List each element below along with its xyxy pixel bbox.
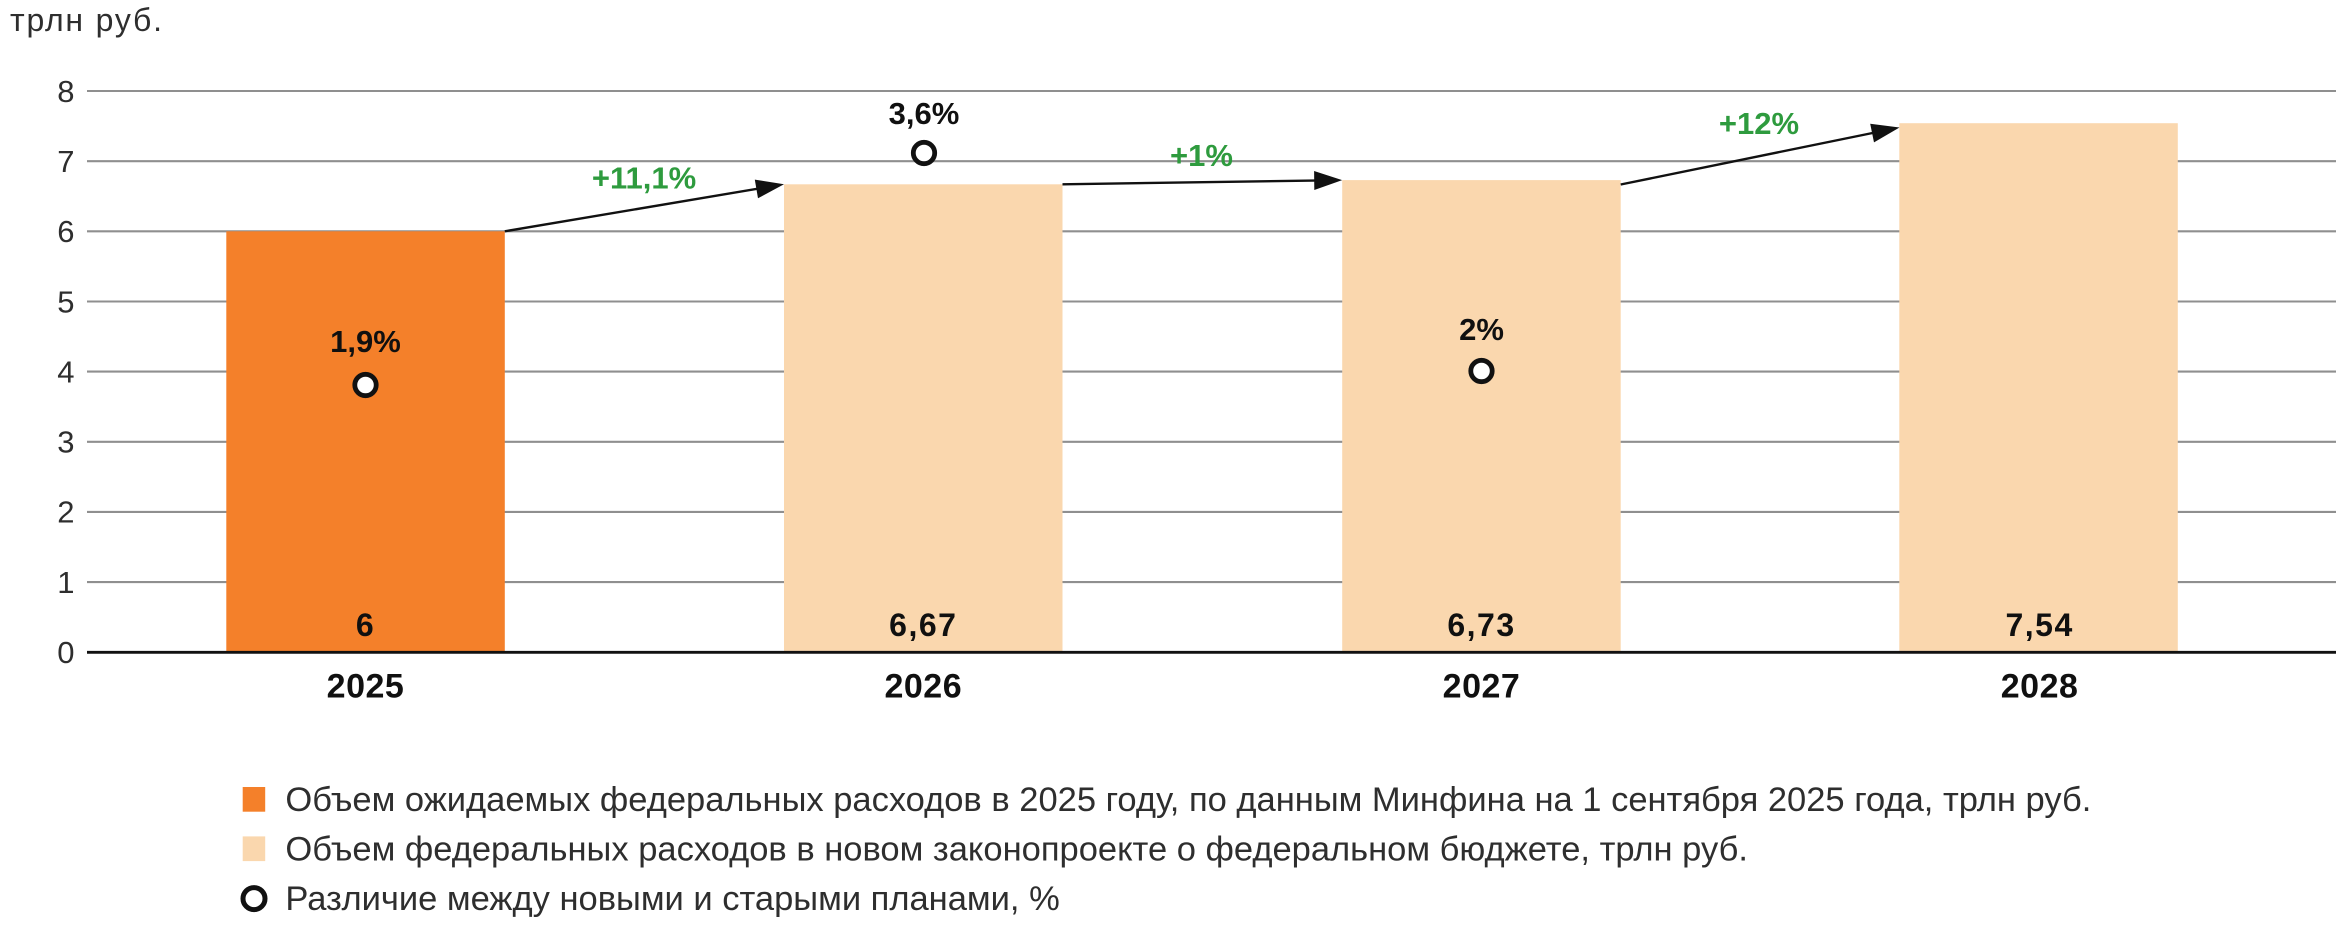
svg-text:трлн руб.: трлн руб. [10, 2, 164, 38]
svg-text:3,6%: 3,6% [889, 96, 960, 131]
svg-text:3: 3 [57, 425, 74, 460]
svg-text:6: 6 [356, 607, 375, 643]
svg-text:Объем федеральных расходов в н: Объем федеральных расходов в новом закон… [285, 830, 1748, 868]
svg-text:6,67: 6,67 [889, 607, 957, 643]
svg-text:+11,1%: +11,1% [592, 161, 696, 196]
svg-text:2025: 2025 [327, 667, 405, 705]
svg-text:+1%: +1% [1170, 138, 1233, 173]
svg-text:2: 2 [57, 495, 74, 530]
svg-text:Объем ожидаемых федеральных ра: Объем ожидаемых федеральных расходов в 2… [285, 781, 2091, 819]
svg-text:6,73: 6,73 [1447, 607, 1515, 643]
svg-text:2027: 2027 [1443, 667, 1521, 705]
svg-text:7: 7 [57, 144, 74, 179]
svg-text:0: 0 [57, 635, 74, 670]
svg-text:4: 4 [57, 354, 74, 389]
svg-text:1,9%: 1,9% [330, 324, 401, 359]
svg-text:+12%: +12% [1719, 106, 1799, 141]
svg-text:Различие между новыми и старым: Различие между новыми и старыми планами,… [285, 880, 1059, 918]
svg-text:2026: 2026 [884, 667, 962, 705]
svg-text:1: 1 [57, 565, 74, 600]
svg-text:2028: 2028 [2001, 667, 2079, 705]
svg-text:2%: 2% [1459, 312, 1504, 347]
svg-text:8: 8 [57, 74, 74, 109]
svg-text:5: 5 [57, 284, 74, 319]
svg-text:6: 6 [57, 214, 74, 249]
svg-text:7,54: 7,54 [2005, 607, 2073, 643]
